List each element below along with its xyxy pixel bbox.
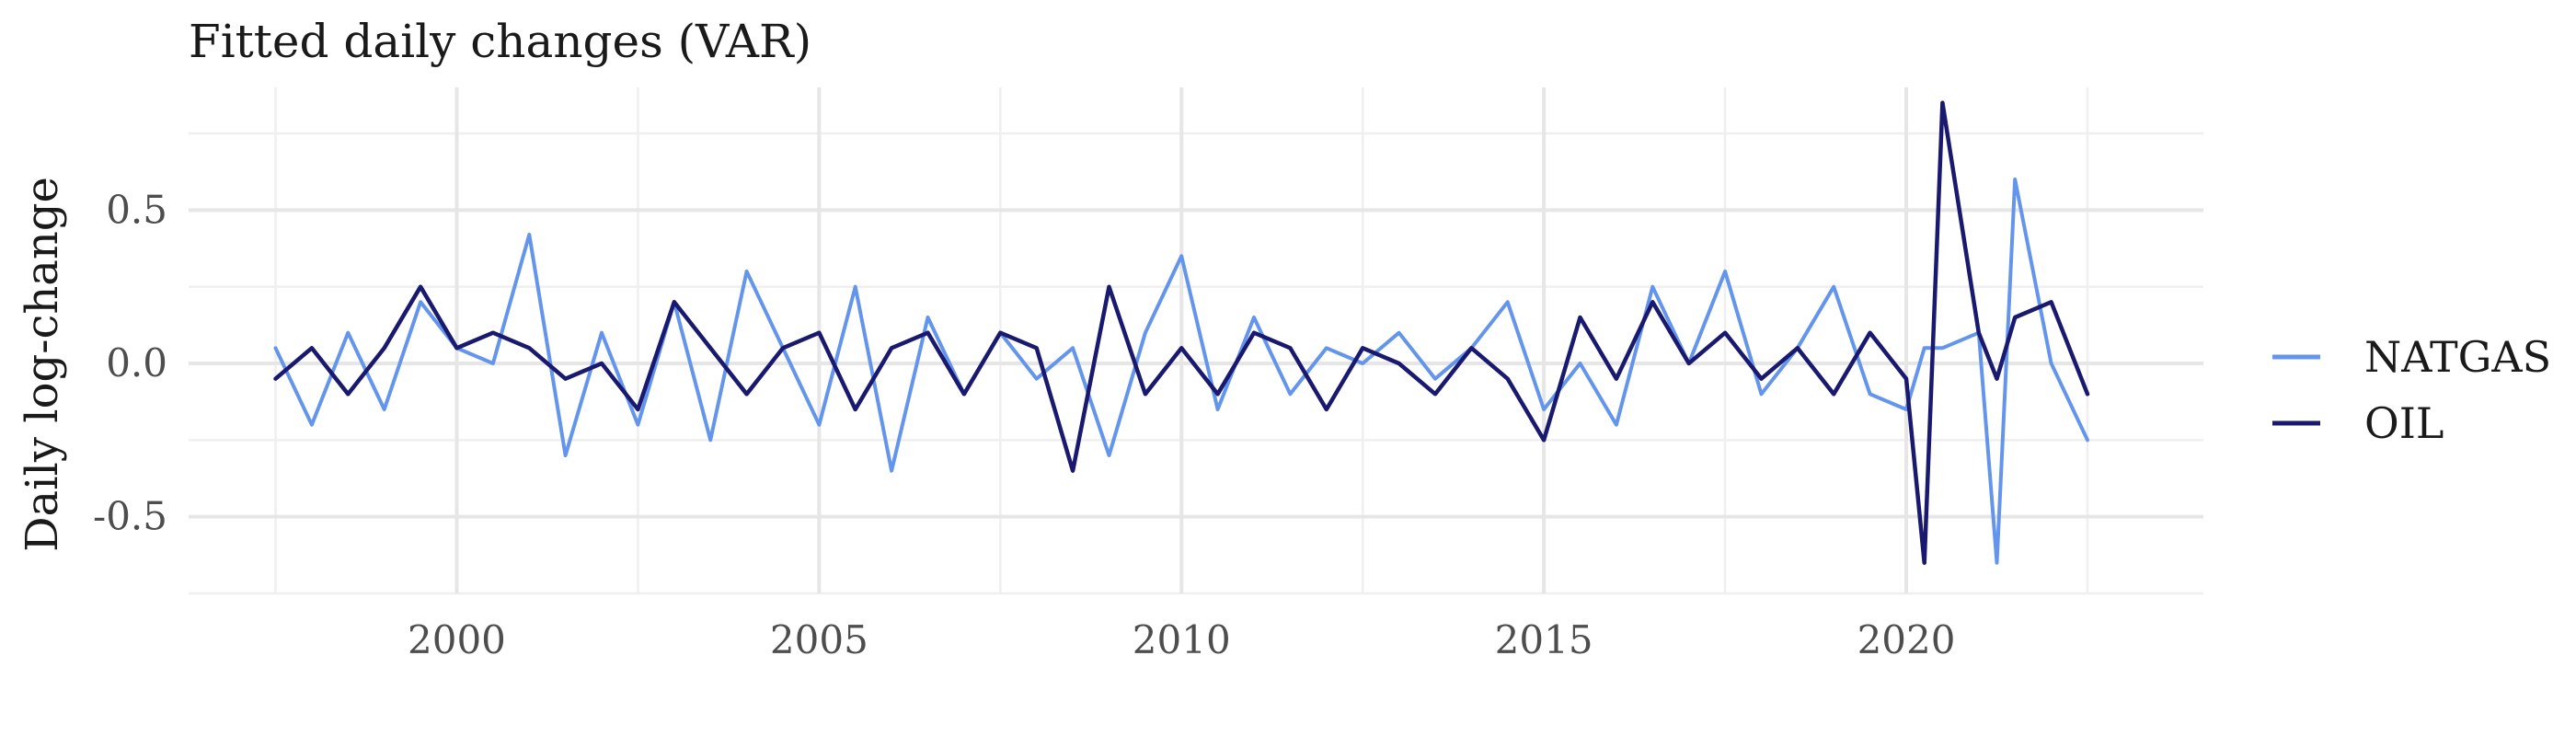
legend: NATGAS OIL: [2272, 332, 2551, 448]
legend-label-oil: OIL: [2364, 398, 2444, 448]
grid: [189, 87, 2203, 595]
chart-title: Fitted daily changes (VAR): [189, 15, 811, 68]
x-tick-label: 2005: [770, 617, 868, 662]
series-line-oil: [273, 100, 2090, 565]
legend-label-natgas: NATGAS: [2364, 332, 2551, 382]
x-tick-label: 2015: [1495, 617, 1593, 662]
x-tick-label: 2000: [408, 617, 506, 662]
y-tick-label: -0.5: [93, 494, 167, 539]
y-tick-label: 0.0: [106, 340, 167, 385]
y-tick-label: 0.5: [106, 187, 167, 232]
y-axis: 0.5 0.0 -0.5: [93, 187, 167, 538]
series-line-natgas: [273, 178, 2089, 565]
x-tick-label: 2010: [1133, 617, 1231, 662]
y-axis-title: Daily log-change: [17, 177, 68, 552]
series-group: [273, 100, 2090, 565]
x-tick-label: 2020: [1857, 617, 1956, 662]
x-axis: 2000 2005 2010 2015 2020: [408, 617, 1955, 662]
